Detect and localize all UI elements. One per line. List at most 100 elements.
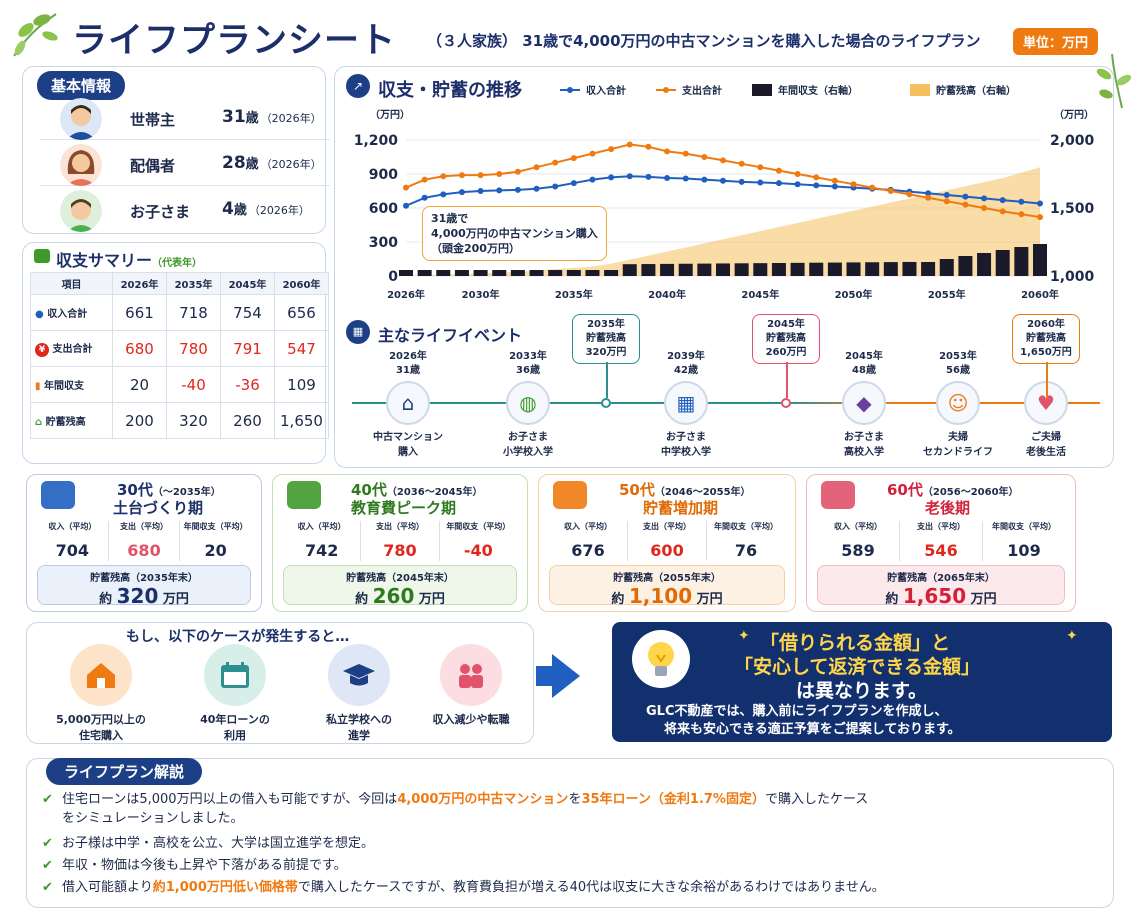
annual-balance-bar [734, 263, 749, 276]
x-tick-label: 2026年 [387, 288, 425, 301]
annual-balance-bar [753, 263, 768, 276]
event-label: 中古マンション 購入 [373, 432, 443, 458]
person-icon: ● [35, 309, 44, 320]
series-point [570, 180, 577, 187]
avg-balance: 109 [1007, 541, 1041, 560]
series-point [626, 173, 633, 180]
y-left-unit: （万円） [370, 108, 410, 121]
callout-stem [1046, 362, 1048, 398]
summary-table: 項目 2026年 2035年 2045年 2060年 ● 収入合計 661 718… [30, 272, 329, 439]
series-point [738, 178, 745, 185]
event-year: 2053年 56歳 [939, 351, 977, 376]
series-point [645, 143, 652, 150]
savings-callout: 2060年 貯蓄残高 1,650万円 [1012, 314, 1080, 364]
avg-income: 704 [55, 541, 90, 560]
check-icon: ✔ [42, 792, 53, 807]
age-period-card: 30代（～2035年） 土台づくり期 収入（平均） 704 支出（平均） 680 年間収支（… [26, 474, 262, 612]
table-header: 2026年 [112, 272, 167, 295]
series-point [925, 194, 932, 201]
series-point [720, 177, 726, 184]
series-point [403, 184, 409, 191]
series-point [514, 168, 521, 175]
annual-balance-bar [641, 264, 656, 276]
trend-icon: ↗ [346, 74, 370, 98]
series-point [757, 164, 764, 171]
backpack-icon: ◍ [506, 381, 550, 425]
annual-balance-bar [846, 262, 861, 276]
bar-chart-icon: ▮ [35, 381, 41, 392]
series-point [981, 195, 988, 202]
annual-balance-bar [771, 263, 786, 276]
series-point [1018, 198, 1025, 205]
series-point [477, 172, 484, 179]
annual-balance-bar [510, 270, 525, 276]
y-tick-label: 1,200 [354, 133, 399, 149]
x-tick-label: 2035年 [555, 288, 593, 301]
series-point [813, 174, 820, 181]
series-point [440, 191, 447, 198]
series-point [813, 182, 820, 189]
series-point [943, 198, 950, 205]
legend-swatch [910, 84, 930, 96]
case-item: 40年ローンの 利用 [180, 644, 290, 744]
avg-expense: 546 [924, 541, 958, 560]
calendar-icon: ▦ [346, 320, 370, 344]
annual-balance-bar [697, 263, 712, 276]
series-point [589, 150, 596, 157]
event-year: 2045年 48歳 [845, 351, 883, 376]
series-point [682, 175, 689, 182]
y-tick-label: 600 [369, 201, 398, 217]
annual-balance-bar [827, 262, 842, 276]
series-point [664, 174, 671, 181]
sparkle-icon: ✦ [1066, 628, 1078, 644]
savings-box: 貯蓄残高（2065年末）約 1,650 万円 [817, 565, 1065, 608]
event-label: お子さま 高校入学 [844, 432, 884, 458]
series-point [999, 208, 1006, 215]
y-tick-label: 300 [369, 235, 398, 251]
annual-balance-bar [566, 270, 581, 276]
series-point [757, 179, 764, 186]
table-row: ● 収入合計 661 718 754 656 [30, 294, 329, 331]
age-period-card: 50代（2046～2055年） 貯蓄増加期 収入（平均） 676 支出（平均） 600 年間… [538, 474, 796, 612]
annual-balance-bar [921, 262, 936, 276]
series-point [794, 181, 801, 188]
annual-balance-bar [454, 270, 469, 276]
series-point [570, 155, 577, 162]
avg-balance: 20 [204, 541, 227, 560]
series-point [496, 171, 503, 177]
series-point [701, 176, 708, 183]
legend-label: 貯蓄残高（右軸） [936, 84, 1016, 97]
series-point [925, 190, 932, 197]
table-row: ▮ 年間収支 20 -40 -36 109 [30, 366, 329, 403]
summary-heading: 収支サマリー（代表年） [56, 251, 203, 270]
member-row: お子さま 4歳 （2026年） [40, 188, 330, 232]
series-point [533, 164, 540, 171]
table-row: ¥ 支出合計 680 780 791 547 [30, 330, 329, 367]
annual-balance-bar [473, 270, 488, 276]
x-tick-label: 2045年 [741, 288, 779, 301]
x-tick-label: 2030年 [462, 288, 500, 301]
timeline-line [352, 402, 1100, 404]
member-age: 4歳 （2026年） [222, 199, 310, 219]
people-icon [41, 481, 75, 509]
series-point [999, 197, 1006, 204]
growth-chart-icon [287, 481, 321, 509]
house-icon [70, 644, 132, 706]
event-year: 2039年 42歳 [667, 351, 705, 376]
avatar [60, 98, 102, 140]
events-heading: 主なライフイベント [378, 326, 523, 345]
page-title: ライフプランシート [72, 21, 397, 61]
savings-box: 貯蓄残高（2055年末）約 1,100 万円 [549, 565, 785, 608]
series-point [701, 154, 708, 160]
series-point [887, 188, 894, 194]
commentary-item: ✔ 住宅ローンは5,000万円以上の借入も可能ですが、今回は4,000万円の中古マ… [42, 792, 869, 807]
series-point [962, 201, 969, 208]
period-title: 30代（～2035年） [117, 481, 221, 499]
event-label: ご夫婦 老後生活 [1026, 432, 1066, 458]
annual-balance-bar [977, 253, 992, 276]
house-savings-icon: ⌂ [35, 417, 43, 428]
series-point [869, 184, 876, 191]
y-tick-label: 0 [388, 269, 398, 285]
annual-balance-bar [622, 264, 637, 276]
y-right-tick-label: 2,000 [1050, 133, 1095, 149]
